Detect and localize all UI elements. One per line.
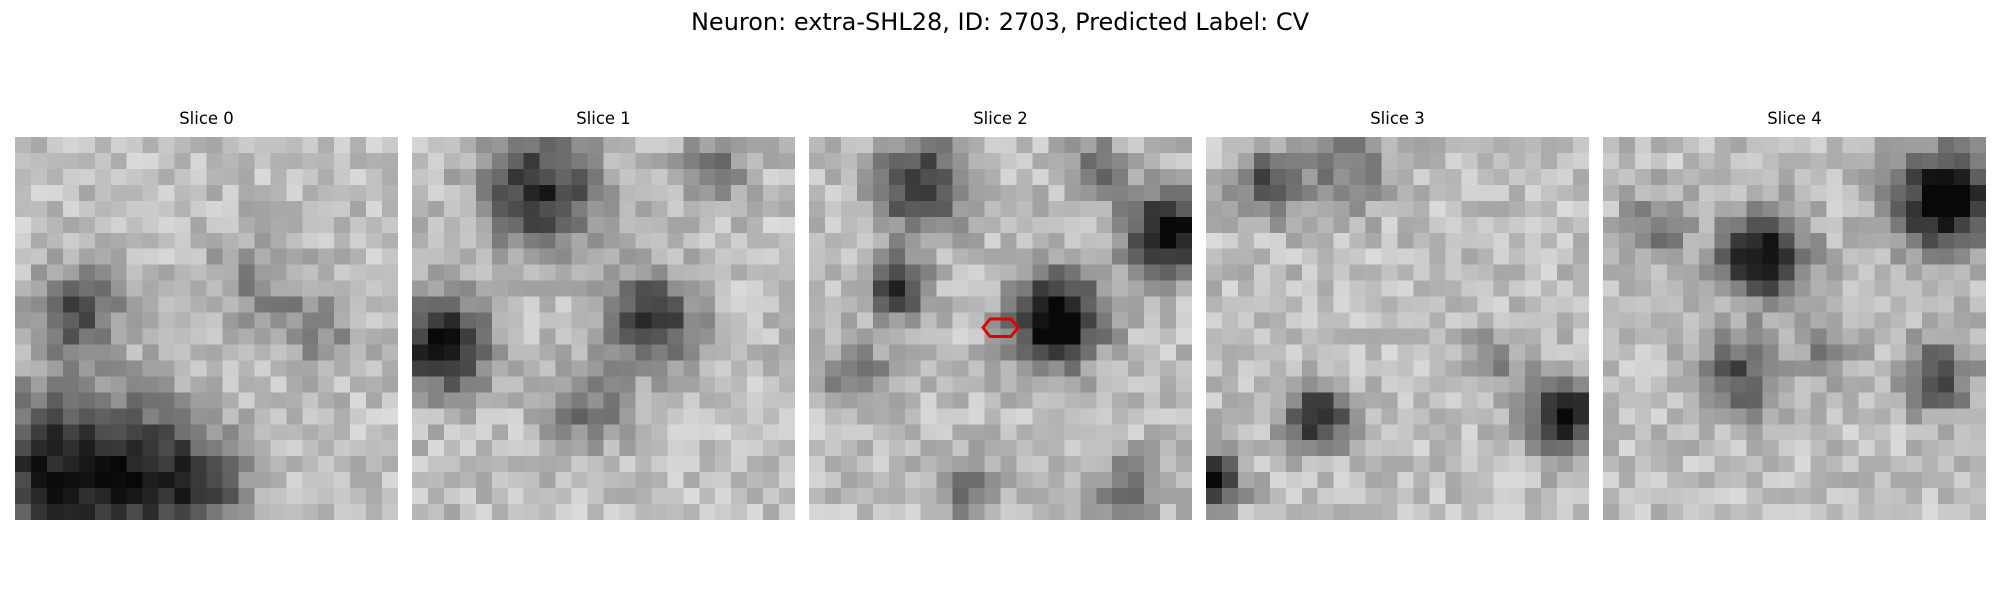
- slice-panel-3: Slice 3: [1206, 108, 1589, 520]
- slice-title: Slice 2: [973, 109, 1028, 128]
- slice-panel-2: Slice 2: [809, 108, 1192, 520]
- slice-panel-1: Slice 1: [412, 108, 795, 520]
- slice-panel-0: Slice 0: [15, 108, 398, 520]
- slice-title: Slice 3: [1370, 109, 1425, 128]
- slice-image: [412, 137, 795, 520]
- slice-image: [809, 137, 1192, 520]
- slice-title: Slice 4: [1767, 109, 1822, 128]
- figure-title: Neuron: extra-SHL28, ID: 2703, Predicted…: [690, 8, 1310, 36]
- neuron-outline-marker: [981, 317, 1020, 338]
- slice-image: [1206, 137, 1589, 520]
- slice-image: [15, 137, 398, 520]
- slice-image: [1603, 137, 1986, 520]
- slice-title: Slice 1: [576, 109, 631, 128]
- slice-panel-4: Slice 4: [1603, 108, 1986, 520]
- slice-title: Slice 0: [179, 109, 234, 128]
